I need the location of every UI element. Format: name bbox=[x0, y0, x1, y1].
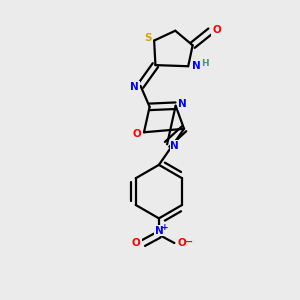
Text: O: O bbox=[133, 129, 141, 139]
Text: N: N bbox=[130, 82, 139, 92]
Text: +: + bbox=[161, 223, 169, 232]
Text: N: N bbox=[154, 226, 163, 236]
Text: N: N bbox=[170, 140, 179, 151]
Text: N: N bbox=[192, 61, 201, 70]
Text: S: S bbox=[144, 33, 152, 43]
Text: −: − bbox=[183, 237, 193, 247]
Text: N: N bbox=[178, 99, 187, 109]
Text: H: H bbox=[201, 59, 209, 68]
Text: O: O bbox=[212, 25, 221, 35]
Text: O: O bbox=[132, 238, 141, 248]
Text: O: O bbox=[177, 238, 186, 248]
